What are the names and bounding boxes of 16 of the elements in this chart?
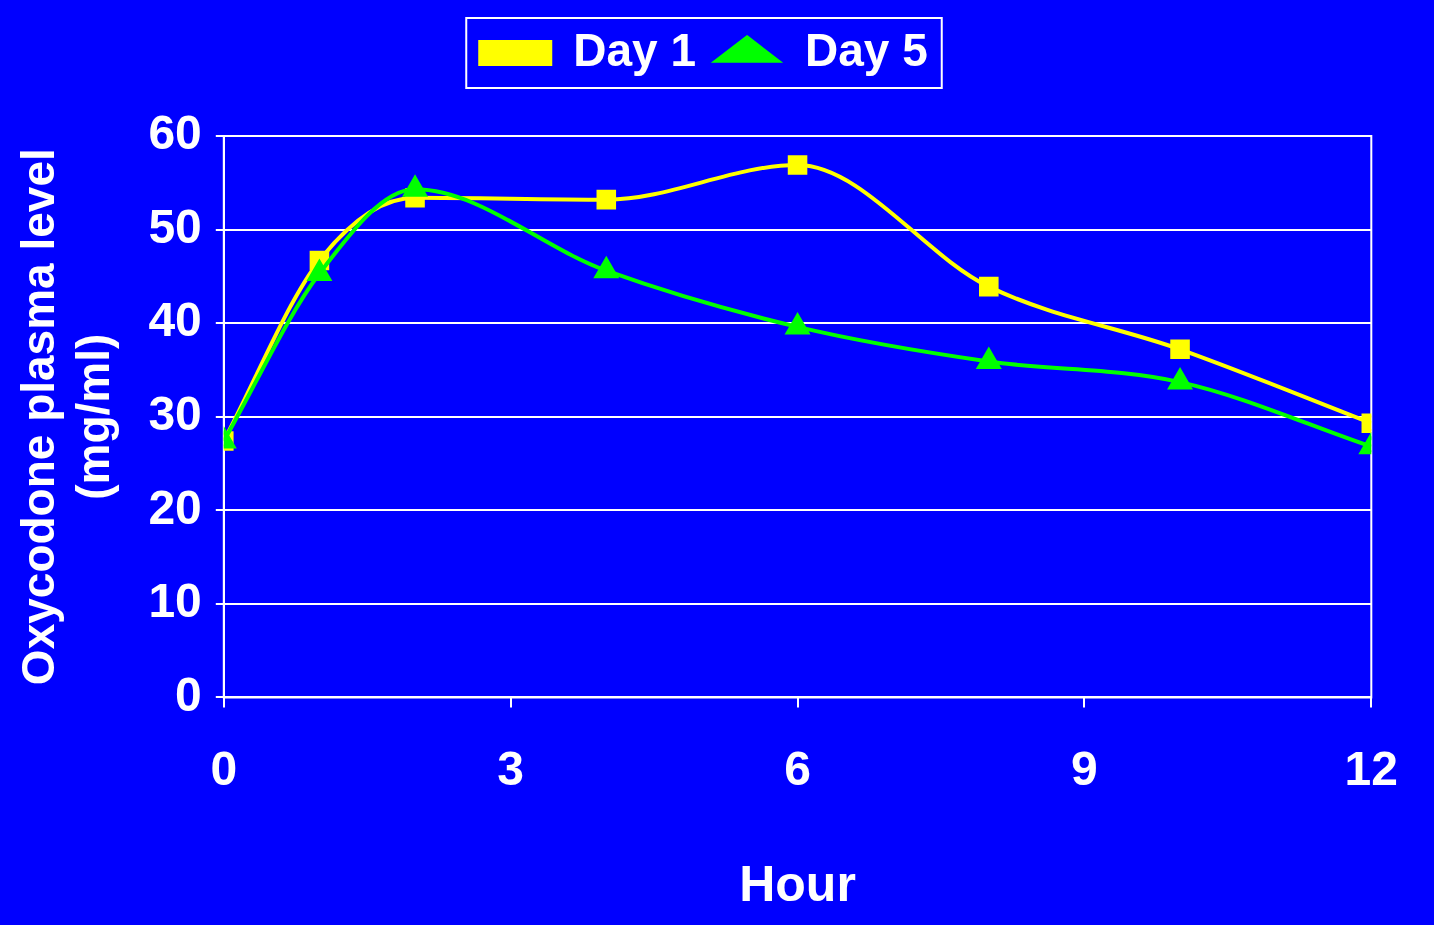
legend-label: Day 5 [805, 23, 928, 76]
x-axis-title: Hour [739, 855, 856, 912]
y-tick-label: 60 [148, 106, 202, 160]
y-tick-label: 40 [148, 293, 202, 347]
legend-label: Day 1 [573, 23, 696, 76]
y-tick-label: 30 [148, 386, 202, 440]
y-tick-label: 20 [148, 480, 202, 534]
y-tick-label: 0 [175, 667, 202, 721]
x-tick-label: 6 [784, 742, 811, 796]
x-tick-label: 12 [1344, 742, 1398, 796]
y-tick-label: 50 [148, 199, 202, 253]
x-tick-label: 3 [497, 742, 525, 796]
y-axis-title: Oxycodone plasma level (mg/ml) [12, 148, 120, 686]
x-tick-label: 0 [210, 742, 238, 796]
y-tick-label: 10 [148, 574, 202, 628]
x-tick-label: 9 [1071, 742, 1098, 796]
